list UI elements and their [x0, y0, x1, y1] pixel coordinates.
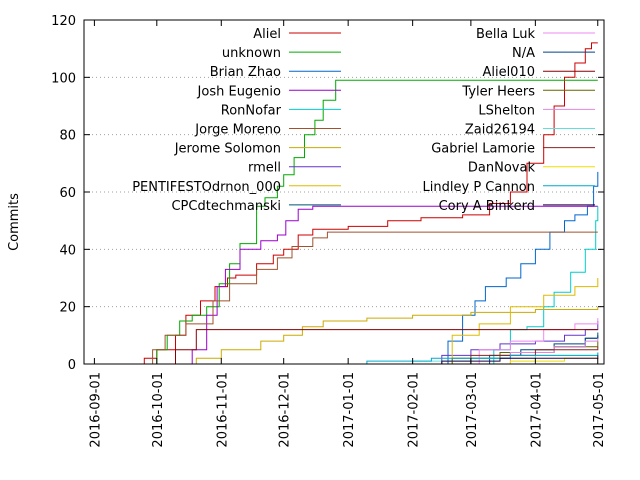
legend-label: unknown	[222, 46, 281, 61]
legend-label: RonNofar	[221, 103, 282, 118]
legend-label: Brian Zhao	[210, 65, 281, 80]
series-line	[302, 352, 599, 365]
legend-label: Jorge Moreno	[194, 123, 281, 138]
series-line	[138, 231, 598, 365]
legend-label: Jerome Solomon	[174, 142, 281, 157]
x-tick-label: 2016-12-01	[278, 372, 293, 448]
series-line	[452, 318, 599, 365]
legend-label: Tyler Heers	[461, 84, 535, 99]
legend-label: Aliel	[253, 27, 281, 42]
series-line	[144, 329, 598, 365]
x-tick-label: 2017-01-01	[342, 372, 357, 448]
y-tick-label: 60	[59, 186, 76, 201]
legend-label: Aliel010	[482, 65, 535, 80]
series-line	[470, 338, 599, 365]
y-tick-label: 0	[68, 358, 76, 373]
x-tick-label: 2017-03-01	[465, 372, 480, 448]
series-line	[165, 306, 599, 365]
legend: Aliel unknown Brian Zhao Josh Eugenio RonNof…	[132, 27, 595, 214]
x-tick-label: 2017-04-01	[529, 372, 544, 448]
y-tick-label: 80	[59, 129, 76, 144]
y-axis-label: Commits	[7, 193, 22, 251]
grid	[84, 76, 604, 308]
legend-label: CPCdtechmanski	[171, 199, 281, 214]
series-line	[485, 206, 599, 365]
legend-label: rmell	[248, 161, 281, 176]
legend-label: LShelton	[478, 103, 535, 118]
series-line	[431, 278, 599, 365]
legend-label: N/A	[512, 46, 535, 61]
legend-label: Gabriel Lamorie	[431, 142, 535, 157]
series-line	[412, 341, 599, 365]
axes: 0 20 40 60 80 100 120 2016-09-01 2016-10-01 2016-…	[51, 14, 607, 448]
series-line	[144, 79, 598, 365]
y-tick-label: 100	[51, 71, 76, 86]
y-tick-label: 20	[59, 301, 76, 316]
legend-label: PENTIFESTOdrnon_000	[132, 180, 281, 195]
legend-label: Josh Eugenio	[197, 84, 281, 99]
y-tick-label: 120	[51, 14, 76, 29]
series-line	[175, 205, 598, 365]
series-line	[441, 332, 599, 365]
legend-label: Cory A Binkerd	[439, 199, 535, 214]
legend-label: Lindley P Cannon	[423, 180, 535, 195]
x-tick-label: 2016-10-01	[151, 372, 166, 448]
x-tick-label: 2016-09-01	[88, 372, 103, 448]
x-tick-label: 2016-11-01	[215, 372, 230, 448]
legend-label: Bella Luk	[476, 27, 535, 42]
legend-label: Zaid26194	[465, 123, 535, 138]
x-tick-label: 2017-02-01	[407, 372, 422, 448]
y-tick-label: 40	[59, 243, 76, 258]
legend-label: DanNovak	[468, 161, 536, 176]
series-line	[421, 321, 599, 365]
x-tick-label: 2017-05-01	[592, 372, 607, 448]
